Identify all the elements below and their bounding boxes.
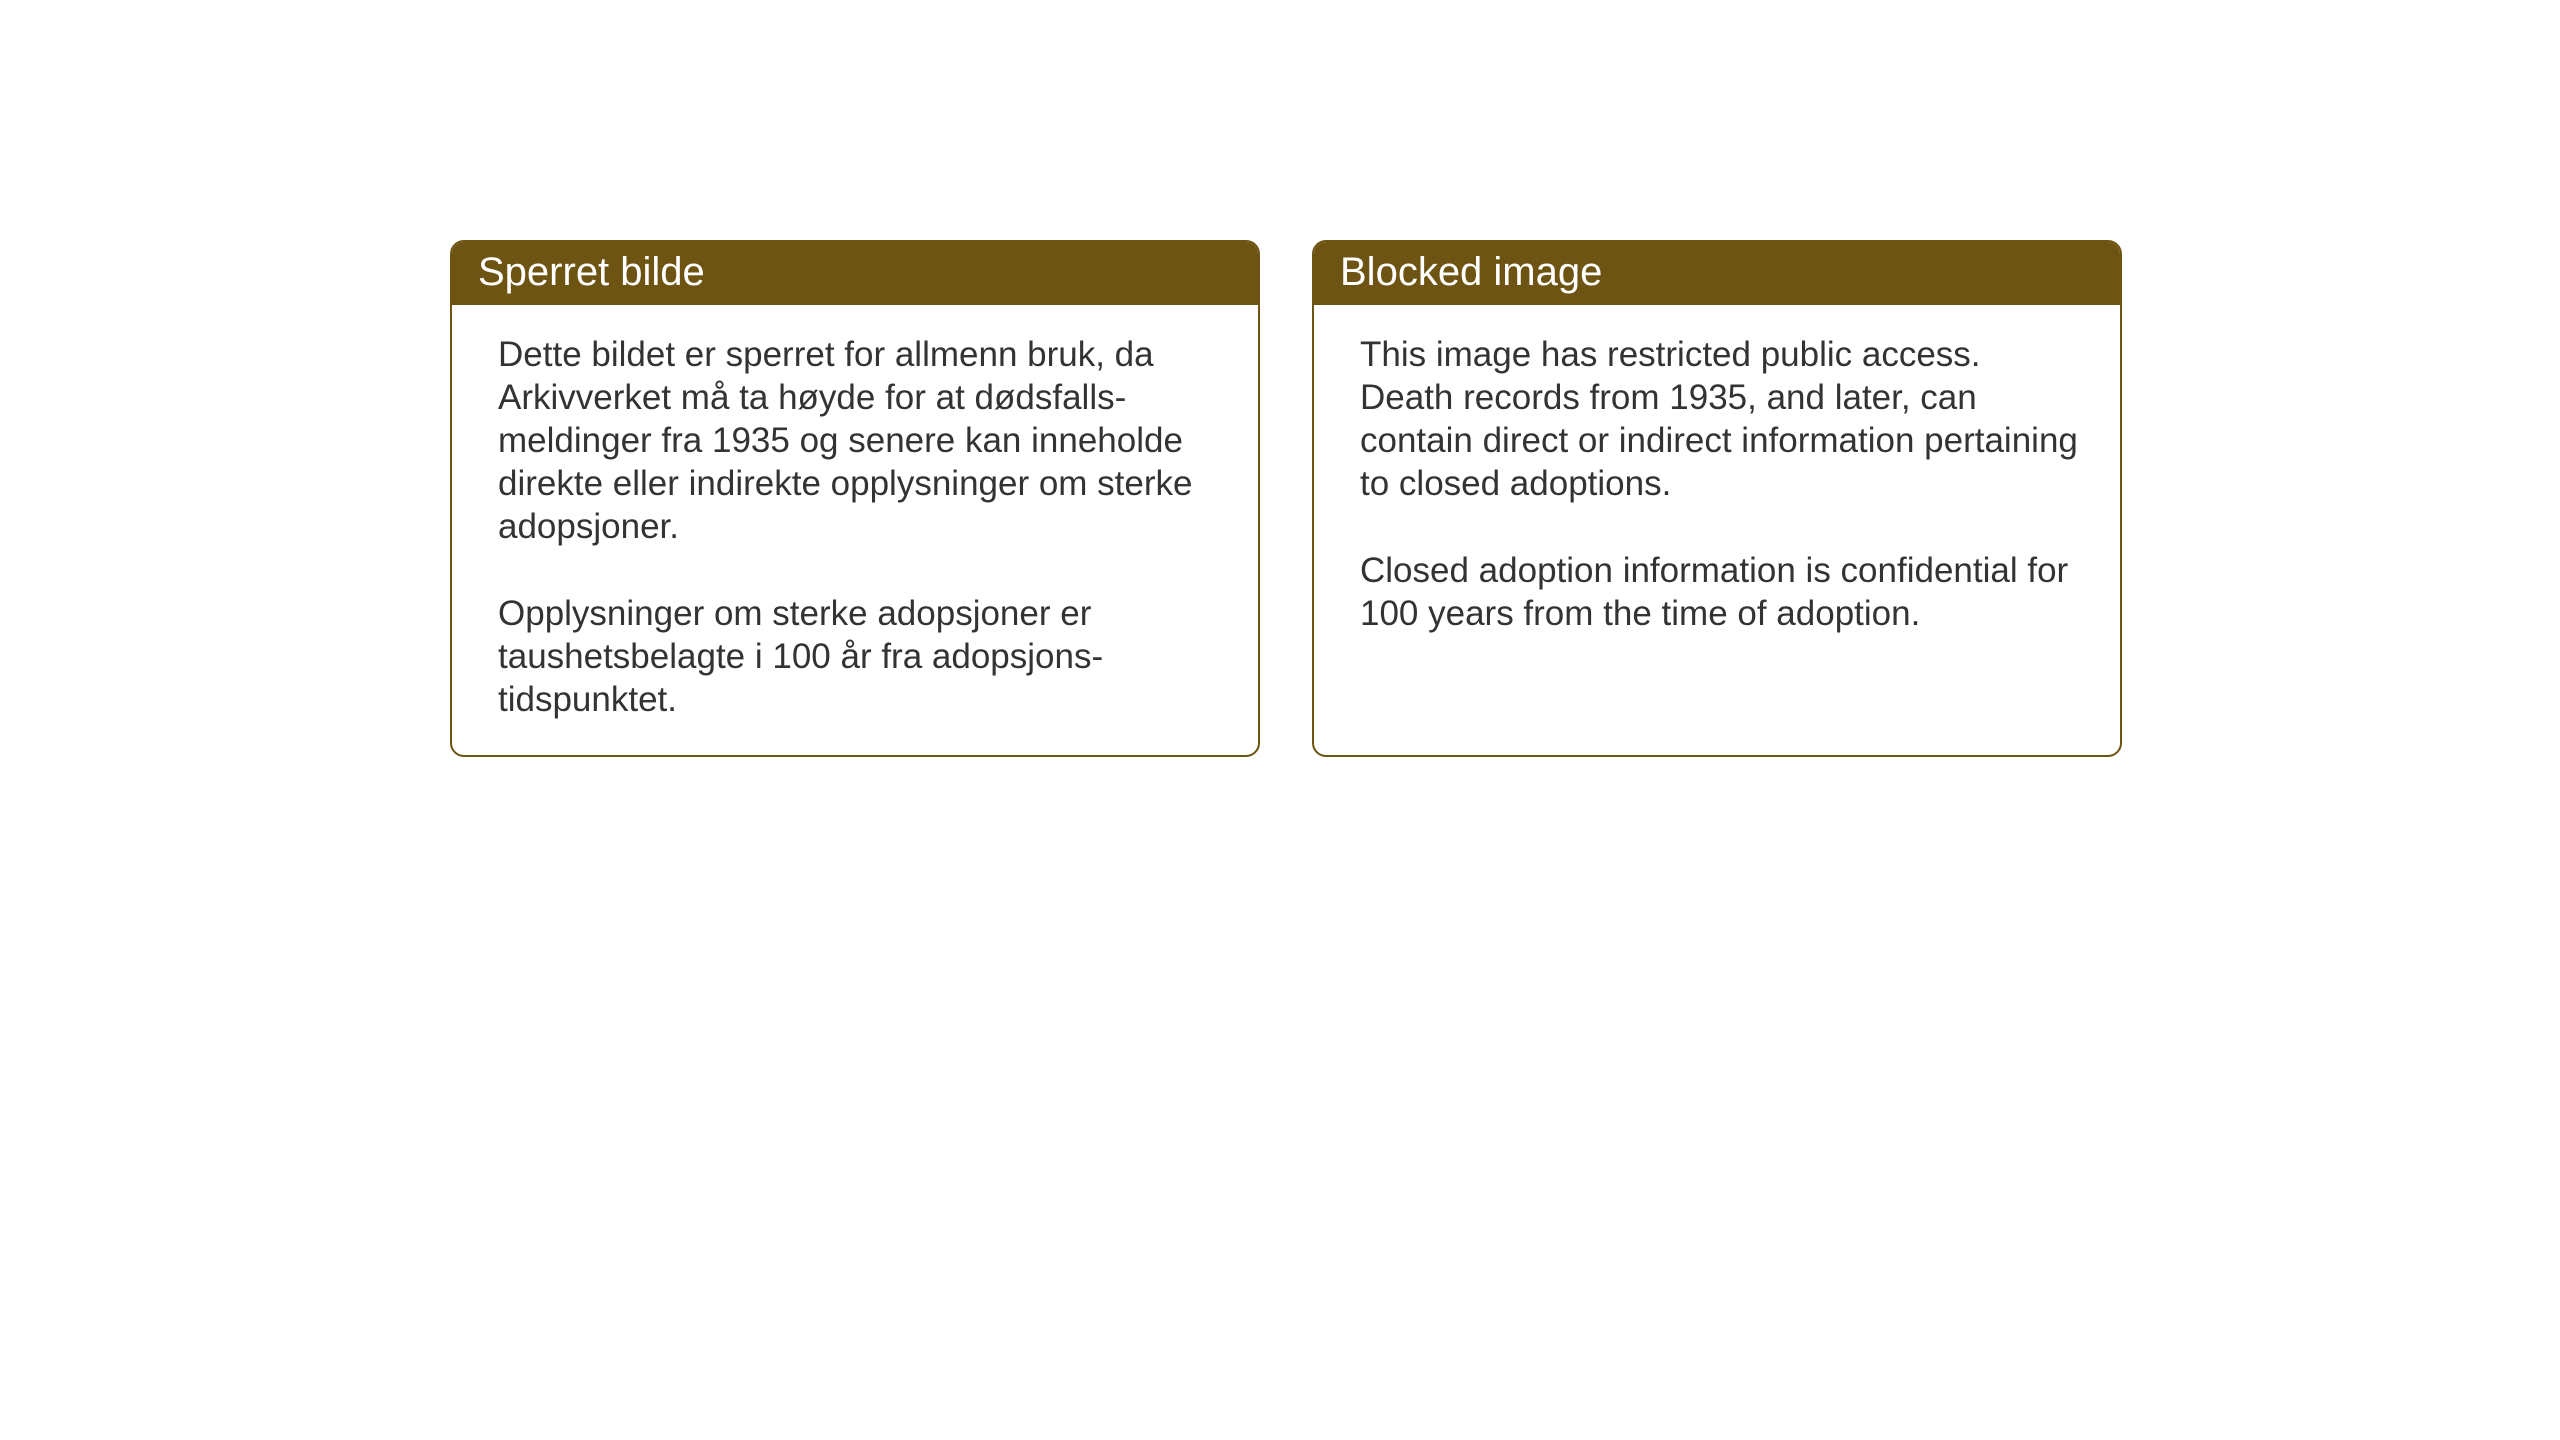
english-paragraph-2: Closed adoption information is confident… (1360, 549, 2080, 635)
norwegian-card-body: Dette bildet er sperret for allmenn bruk… (452, 305, 1258, 755)
english-card: Blocked image This image has restricted … (1312, 240, 2122, 757)
norwegian-card-title: Sperret bilde (452, 242, 1258, 305)
norwegian-paragraph-1: Dette bildet er sperret for allmenn bruk… (498, 333, 1218, 548)
cards-container: Sperret bilde Dette bildet er sperret fo… (0, 0, 2560, 757)
english-card-title: Blocked image (1314, 242, 2120, 305)
english-card-body: This image has restricted public access.… (1314, 305, 2120, 755)
norwegian-card: Sperret bilde Dette bildet er sperret fo… (450, 240, 1260, 757)
norwegian-paragraph-2: Opplysninger om sterke adopsjoner er tau… (498, 592, 1218, 721)
english-paragraph-1: This image has restricted public access.… (1360, 333, 2080, 505)
